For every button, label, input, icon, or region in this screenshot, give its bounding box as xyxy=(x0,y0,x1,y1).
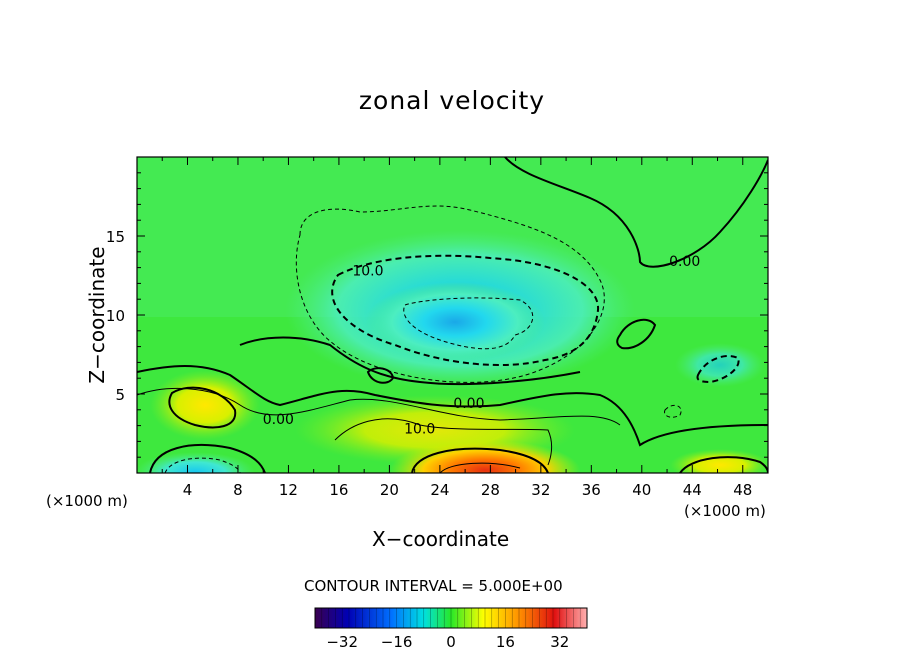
x-tick-label: 24 xyxy=(430,481,449,499)
y-tick-label: 5 xyxy=(115,386,125,404)
contour-label: 0.00 xyxy=(453,396,484,412)
contour-10-center xyxy=(334,418,553,466)
colorbar-tick-label: −16 xyxy=(381,633,413,651)
x-unit-note-right: (×1000 m) xyxy=(684,502,766,520)
contour-label: 0.00 xyxy=(263,412,294,428)
colorbar-tick-label: −32 xyxy=(326,633,358,651)
contour-label: 10.0 xyxy=(352,264,383,280)
contour-labels: 0.00 10.0 0.00 0.00 10.0 xyxy=(263,254,701,437)
contour-neg5-outer xyxy=(295,205,605,383)
x-tick-label: 4 xyxy=(183,481,193,499)
contour-right-high xyxy=(679,456,768,473)
contour-label: 0.00 xyxy=(669,254,700,270)
contour-low-left xyxy=(149,444,266,473)
contour-high-core xyxy=(439,462,521,473)
x-tick-label: 36 xyxy=(582,481,601,499)
contour-zero-ridge xyxy=(239,336,581,386)
y-tick-label: 10 xyxy=(106,307,125,325)
y-tick-label: 15 xyxy=(106,228,125,246)
x-tick-label: 48 xyxy=(733,481,752,499)
x-tick-label: 8 xyxy=(233,481,243,499)
x-tick-label: 40 xyxy=(632,481,651,499)
contour-label: 10.0 xyxy=(404,422,435,438)
colorbar-tick-label: 0 xyxy=(446,633,456,651)
contour-lines xyxy=(137,157,768,473)
contour-zero-mid xyxy=(137,365,768,447)
x-tick-label: 28 xyxy=(481,481,500,499)
contour-right-blob xyxy=(616,318,657,350)
contour-5 xyxy=(137,388,621,426)
x-tick-label: 20 xyxy=(380,481,399,499)
x-tick-label: 32 xyxy=(531,481,550,499)
contour-10-left xyxy=(168,386,237,429)
contour-right-small xyxy=(663,404,682,418)
chart-title: zonal velocity xyxy=(358,86,546,115)
colorbar-tick-label: 16 xyxy=(496,633,515,651)
x-axis-label: X−coordinate xyxy=(372,527,510,551)
contour-interval-text: CONTOUR INTERVAL = 5.000E+00 xyxy=(304,577,563,595)
x-tick-label: 16 xyxy=(329,481,348,499)
colorbar-tick-label: 32 xyxy=(550,633,569,651)
colorbar-ticks: −32 −16 0 16 32 xyxy=(314,608,588,651)
contour-zero-upper xyxy=(504,157,768,268)
x-unit-note-left: (×1000 m) xyxy=(46,492,128,510)
contour-small-loop xyxy=(366,367,395,384)
contour-high-center xyxy=(411,447,549,473)
contour-neg10 xyxy=(331,254,600,366)
field-fill xyxy=(137,157,768,473)
contour-right-neg xyxy=(696,355,740,384)
x-tick-label: 12 xyxy=(279,481,298,499)
x-tick-label: 44 xyxy=(683,481,702,499)
contour-neg15 xyxy=(403,297,533,350)
